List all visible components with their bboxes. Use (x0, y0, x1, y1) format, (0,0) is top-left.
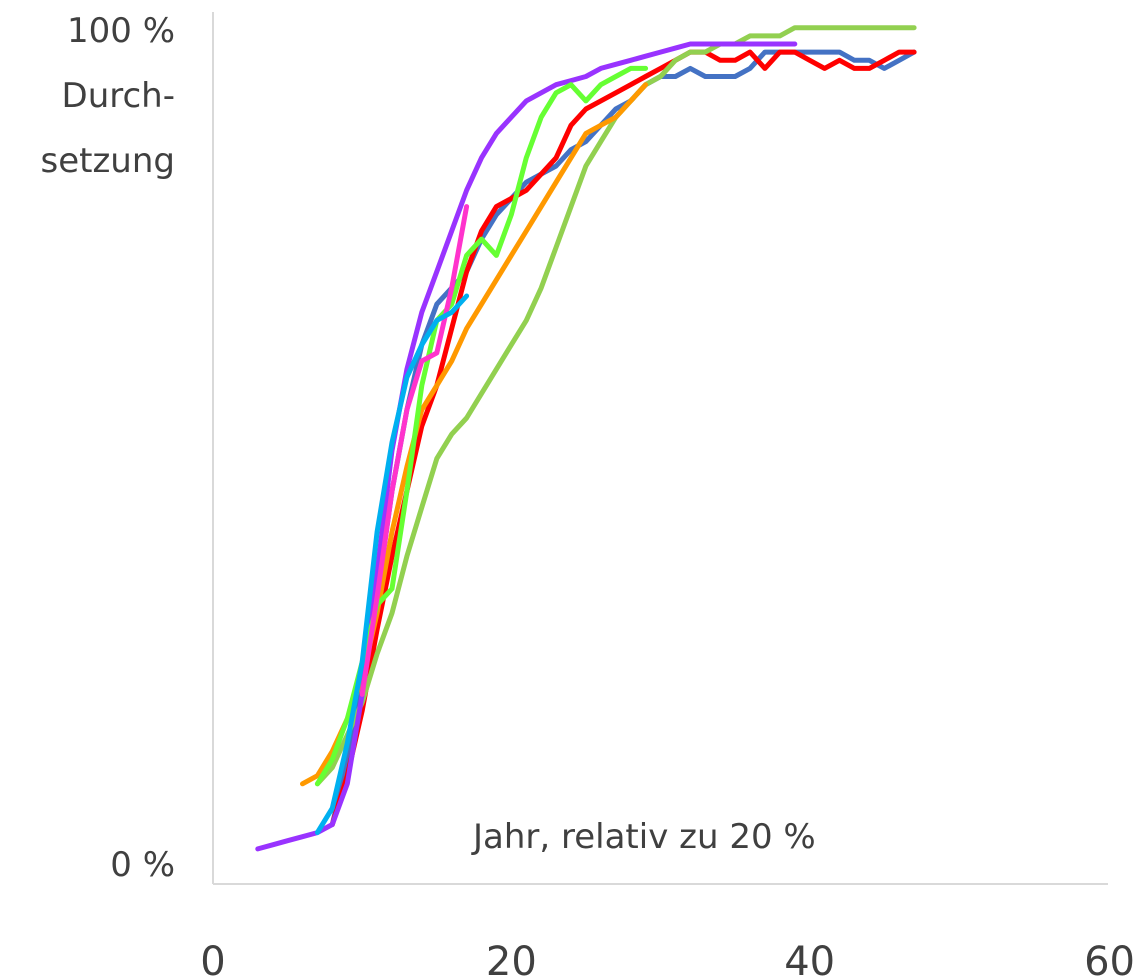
series-line-2 (332, 52, 914, 824)
x-tick-label: 60 (1084, 939, 1135, 979)
y-label-line-2: Durch- (62, 76, 175, 116)
x-tick-label: 0 (200, 939, 225, 979)
series-line-4 (303, 85, 646, 784)
y-label-line-3: setzung (41, 141, 176, 181)
x-tick-label: 40 (784, 939, 835, 979)
x-tick-label: 20 (486, 939, 537, 979)
x-annotation-label: Jahr, relativ zu 20 % (471, 817, 816, 857)
y-label-line-1: 100 % (67, 11, 175, 51)
series-group (258, 28, 914, 849)
y-axis-label: 100 % Durch- setzung (41, 11, 176, 181)
x-tick-labels: 0 20 40 60 (200, 939, 1135, 979)
y-zero-label: 0 % (110, 845, 175, 885)
